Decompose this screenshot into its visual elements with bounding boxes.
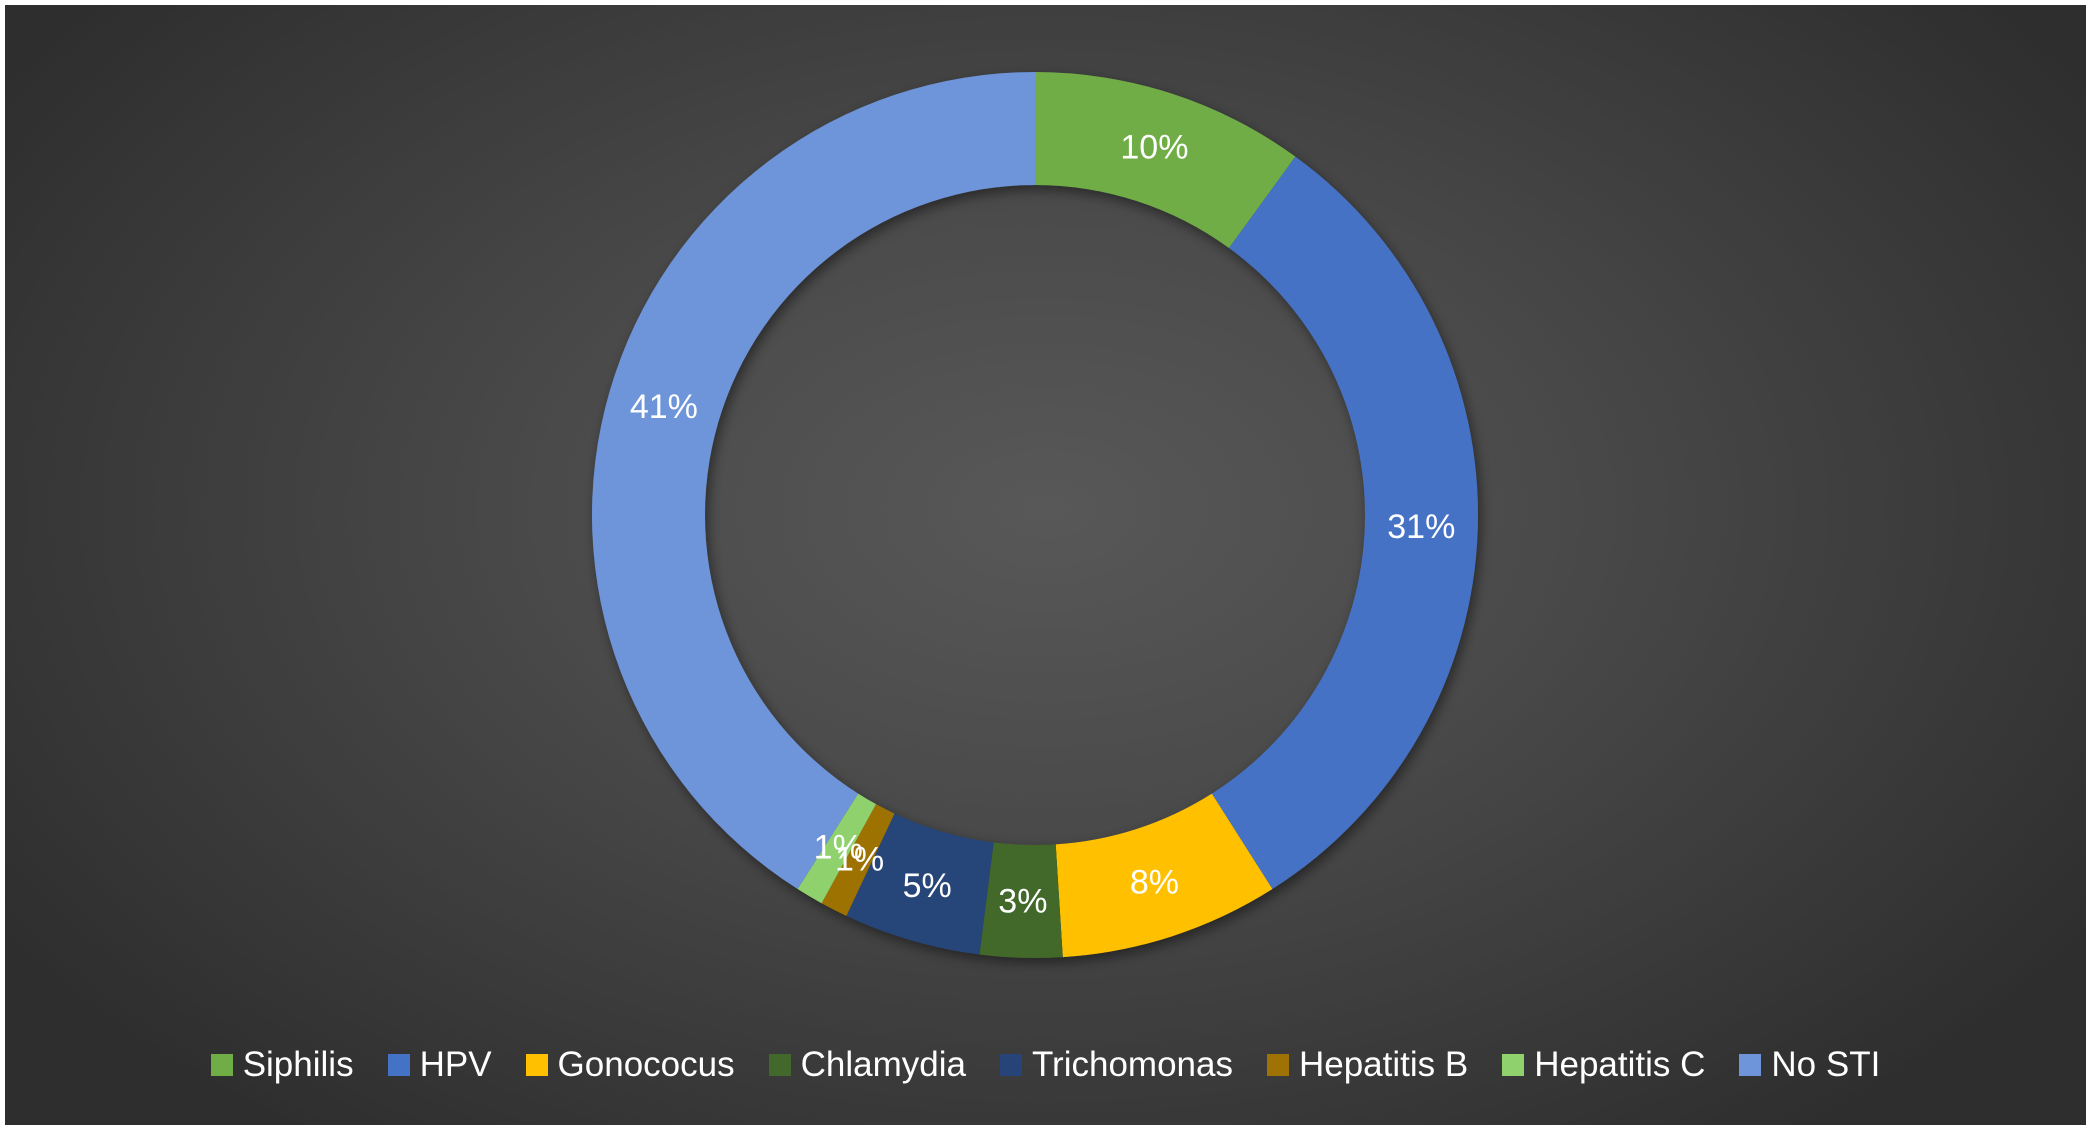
legend-swatch: [1739, 1054, 1762, 1076]
chart-area: 10% 31% 8% 3% 5% 1% 1% 41% Siphilis HPV Gonococus…: [5, 5, 2086, 1125]
slice-no-sti: [591, 72, 1035, 890]
data-label-gonococus: 8%: [1130, 864, 1179, 902]
legend-swatch: [387, 1054, 410, 1076]
slice-hpv: [1211, 156, 1479, 890]
legend-item-trichomonas: Trichomonas: [999, 1045, 1233, 1085]
legend-label: Hepatitis B: [1298, 1045, 1469, 1084]
slice-siphilis: [1035, 72, 1296, 249]
legend-item-chlamydia: Chlamydia: [768, 1045, 966, 1085]
slice-trichomonas: [846, 813, 994, 955]
legend-item-siphilis: Siphilis: [210, 1045, 354, 1085]
slice-chlamydia: [979, 842, 1063, 958]
legend-swatch: [768, 1054, 791, 1076]
data-label-hpv: 31%: [1387, 508, 1455, 546]
data-label-siphilis: 10%: [1120, 128, 1188, 166]
slice-hepatitis-b: [821, 804, 895, 916]
legend-item-hepatitis-b: Hepatitis B: [1266, 1045, 1469, 1085]
legend-label: Hepatitis C: [1534, 1045, 1706, 1084]
data-label-hepatitis-b: 1%: [835, 840, 884, 878]
legend-label: No STI: [1771, 1045, 1881, 1084]
legend-swatch: [1266, 1054, 1289, 1076]
legend-swatch: [1502, 1054, 1525, 1076]
legend-label: HPV: [419, 1045, 492, 1084]
legend-label: Gonococus: [557, 1045, 735, 1084]
legend-item-hepatitis-c: Hepatitis C: [1502, 1045, 1705, 1085]
legend-item-hpv: HPV: [387, 1045, 492, 1085]
legend-swatch: [525, 1054, 548, 1076]
chart-legend: Siphilis HPV Gonococus Chlamydia Trichomonas…: [5, 1035, 2086, 1095]
legend-label: Siphilis: [242, 1045, 354, 1084]
legend-swatch: [999, 1054, 1022, 1076]
data-label-no-sti: 41%: [630, 388, 698, 426]
legend-item-no-sti: No STI: [1739, 1045, 1880, 1085]
legend-swatch: [210, 1054, 233, 1076]
legend-label: Chlamydia: [800, 1045, 966, 1084]
data-label-hepatitis-c: 1%: [814, 829, 863, 867]
slice-gonococus: [1055, 793, 1273, 958]
legend-item-gonococus: Gonococus: [525, 1045, 735, 1085]
slice-hepatitis-c: [797, 793, 877, 904]
donut-chart: 10% 31% 8% 3% 5% 1%1% 41%: [591, 72, 1479, 958]
data-label-trichomonas: 5%: [903, 867, 952, 905]
data-label-chlamydia: 3%: [998, 882, 1047, 920]
legend-label: Trichomonas: [1031, 1045, 1233, 1084]
